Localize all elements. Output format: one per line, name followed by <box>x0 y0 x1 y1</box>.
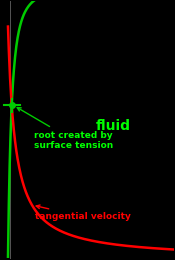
Text: root created by
surface tension: root created by surface tension <box>17 108 113 150</box>
Text: Profile: Profile <box>0 259 1 260</box>
Text: tangential velocity: tangential velocity <box>35 205 131 221</box>
Text: fluid: fluid <box>96 119 131 133</box>
